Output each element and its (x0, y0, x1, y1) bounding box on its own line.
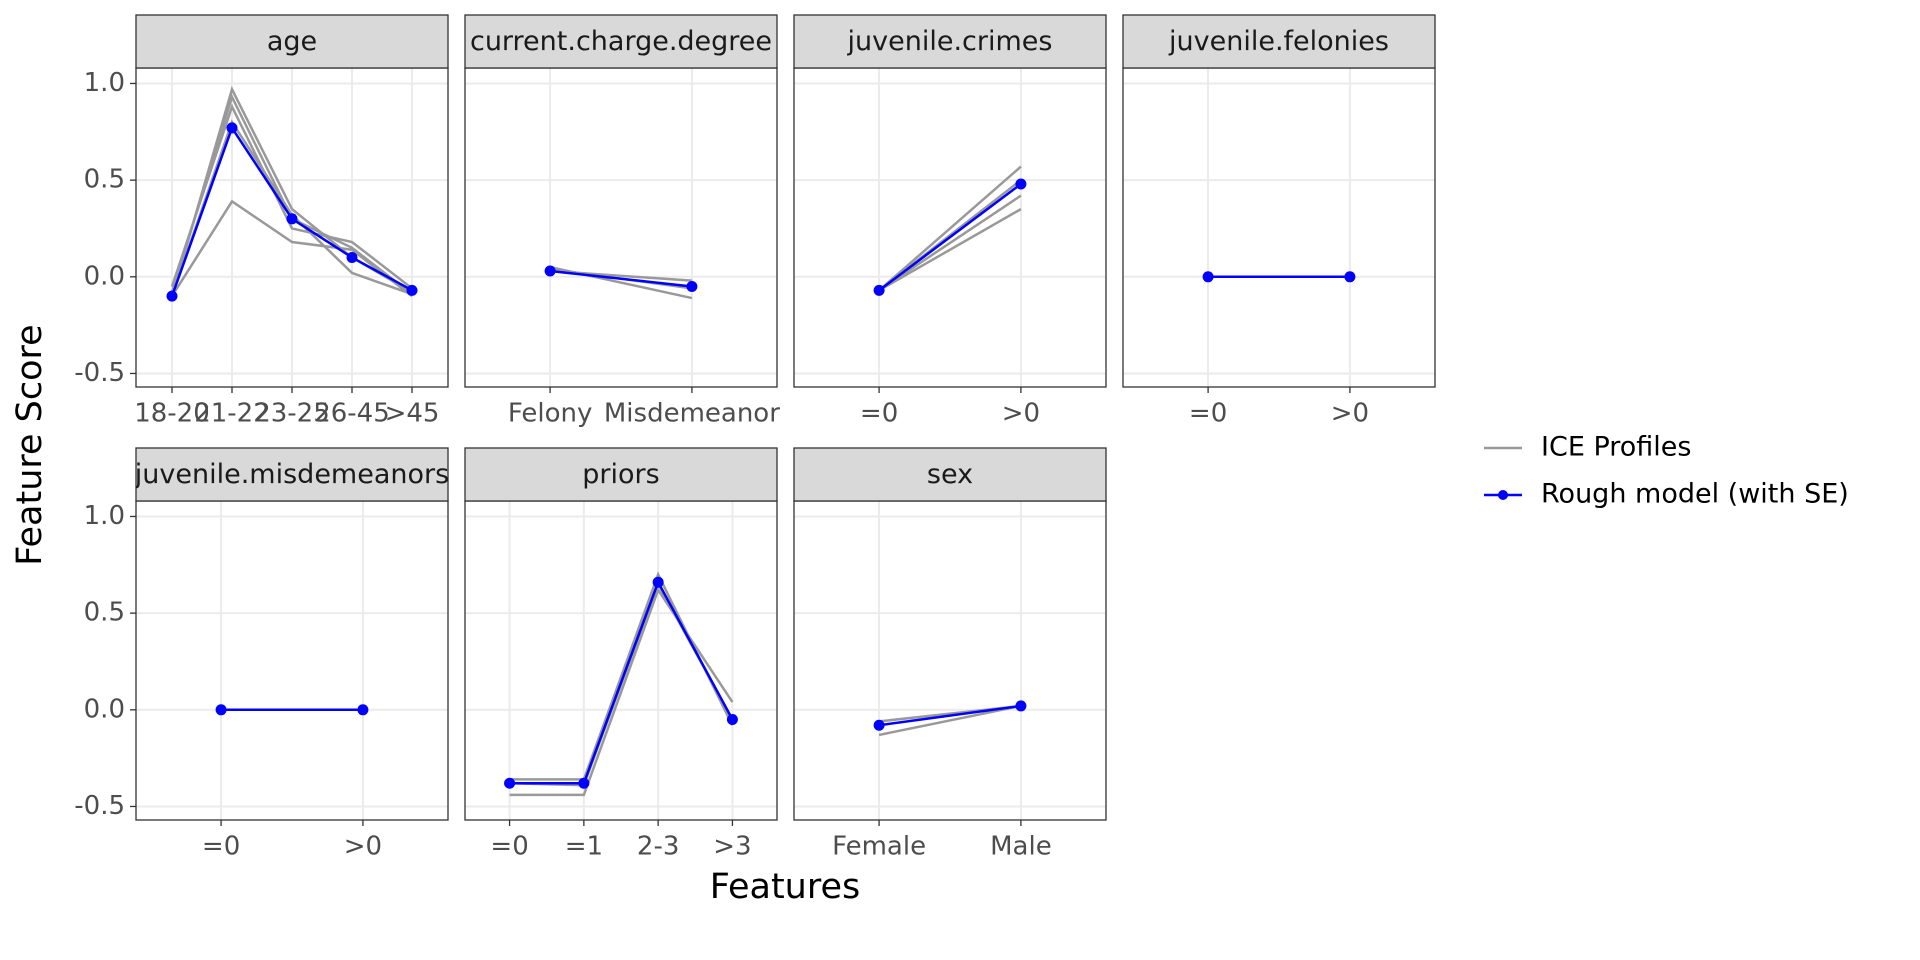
model-point (166, 290, 178, 302)
y-tick-label: -0.5 (74, 791, 125, 821)
strip-label: current.charge.degree (470, 26, 772, 57)
ice-profile (170, 199, 413, 298)
x-tick-label: 26-45 (314, 399, 390, 429)
x-tick-label: =0 (1189, 399, 1227, 429)
panel-background (1123, 68, 1435, 387)
model-point (504, 777, 516, 789)
model-point (346, 251, 358, 263)
x-tick-label: 18-20 (134, 399, 210, 429)
model-point (1015, 700, 1027, 712)
x-tick-label: >0 (1331, 399, 1369, 429)
x-tick-label: Misdemeanor (604, 399, 780, 429)
model-point (286, 213, 298, 225)
x-tick-label: >3 (713, 832, 751, 862)
model-point (544, 265, 556, 277)
x-tick-label: =1 (565, 832, 603, 862)
model-point (1344, 271, 1356, 283)
model-point (1202, 271, 1214, 283)
legend-label: Rough model (with SE) (1541, 479, 1849, 510)
x-tick-label: >0 (344, 832, 382, 862)
model-point (652, 576, 664, 588)
model-line (878, 182, 1022, 292)
y-tick-label: 1.0 (84, 501, 125, 531)
ice-profile (170, 103, 413, 290)
strip (464, 14, 778, 69)
strip (1122, 14, 1436, 69)
model-point (215, 704, 227, 716)
x-tick-label: >0 (1002, 399, 1040, 429)
model-line (549, 269, 693, 288)
legend-point (1498, 490, 1508, 500)
ice-profile (509, 587, 734, 797)
x-tick-label: =0 (490, 832, 528, 862)
strip-label: juvenile.misdemeanors (134, 459, 449, 490)
x-tick-label: Male (990, 832, 1052, 862)
model-line (878, 704, 1022, 727)
model-point (226, 122, 238, 134)
x-tick-label: 23-25 (254, 399, 330, 429)
x-tick-label: Felony (508, 399, 593, 429)
ice-profile (878, 704, 1022, 737)
y-tick-label: 0.5 (84, 598, 125, 628)
strip-label: priors (582, 459, 659, 490)
model-point (726, 713, 738, 725)
strip (135, 14, 449, 69)
panel-background (136, 501, 448, 820)
x-tick-label: 21-22 (194, 399, 270, 429)
legend-label: ICE Profiles (1541, 432, 1691, 463)
ice-profile (878, 208, 1022, 292)
strip-label: juvenile.crimes (847, 26, 1053, 57)
ice-profile (878, 165, 1022, 292)
x-tick-label: 2-3 (637, 832, 679, 862)
y-tick-label: 0.5 (84, 165, 125, 195)
panel-background (794, 501, 1106, 820)
y-tick-label: 0.0 (84, 261, 125, 291)
y-tick-label: 0.0 (84, 694, 125, 724)
y-axis-title: Feature Score (10, 324, 50, 565)
panel-background (465, 68, 777, 387)
model-point (1015, 178, 1027, 190)
x-tick-label: =0 (202, 832, 240, 862)
strip (793, 14, 1107, 69)
model-point (873, 284, 885, 296)
panel-background (465, 501, 777, 820)
strip-label: age (267, 26, 317, 57)
strip (464, 447, 778, 502)
x-tick-label: =0 (860, 399, 898, 429)
y-tick-label: 1.0 (84, 68, 125, 98)
strip (135, 447, 449, 502)
model-point (873, 719, 885, 731)
ice-profile (878, 194, 1022, 292)
y-tick-label: -0.5 (74, 358, 125, 388)
model-line (509, 579, 734, 785)
x-tick-label: >45 (385, 399, 440, 429)
strip (793, 447, 1107, 502)
model-point (406, 284, 418, 296)
strip-label: juvenile.felonies (1168, 26, 1389, 57)
model-point (357, 704, 369, 716)
x-axis-title: Features (710, 867, 861, 907)
model-point (686, 280, 698, 292)
model-point (578, 777, 590, 789)
x-tick-label: Female (832, 832, 926, 862)
strip-label: sex (927, 459, 973, 490)
